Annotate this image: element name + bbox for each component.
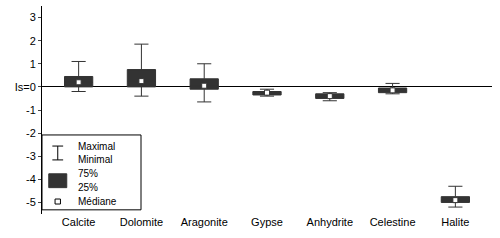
svg-text:Is=0: Is=0 [15, 81, 36, 93]
svg-text:3: 3 [30, 11, 36, 23]
svg-text:Aragonite: Aragonite [181, 216, 228, 228]
svg-text:25%: 25% [78, 182, 98, 193]
svg-text:-4: -4 [26, 173, 36, 185]
svg-text:Médiane: Médiane [78, 196, 117, 207]
svg-text:Maximal: Maximal [78, 141, 115, 152]
svg-text:2: 2 [30, 35, 36, 47]
svg-text:-5: -5 [26, 196, 36, 208]
svg-text:Minimal: Minimal [78, 154, 112, 165]
svg-text:-2: -2 [26, 127, 36, 139]
svg-text:75%: 75% [78, 168, 98, 179]
svg-text:Celestine: Celestine [370, 216, 416, 228]
svg-text:Dolomite: Dolomite [120, 216, 163, 228]
svg-text:Halite: Halite [441, 216, 469, 228]
svg-text:Gypse: Gypse [251, 216, 283, 228]
svg-text:-1: -1 [26, 104, 36, 116]
svg-text:-3: -3 [26, 150, 36, 162]
svg-text:Calcite: Calcite [62, 216, 96, 228]
svg-text:1: 1 [30, 58, 36, 70]
svg-text:Anhydrite: Anhydrite [307, 216, 353, 228]
